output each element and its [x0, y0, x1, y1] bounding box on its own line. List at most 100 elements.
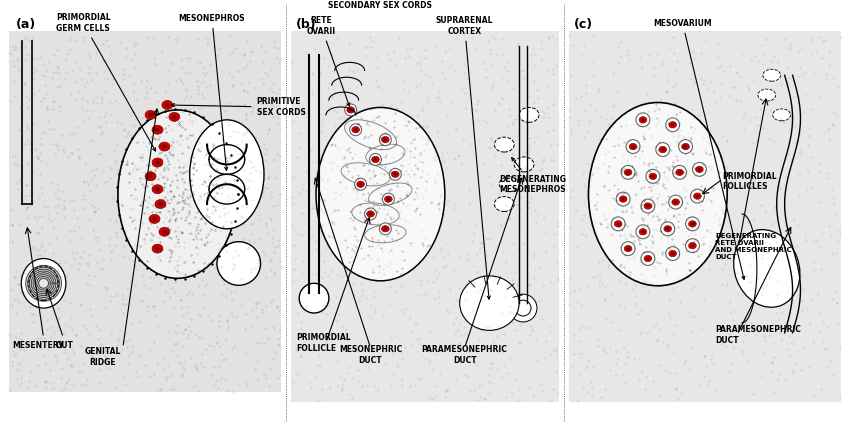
Text: PRIMORDIAL
GERM CELLS: PRIMORDIAL GERM CELLS: [56, 13, 156, 151]
Circle shape: [345, 104, 357, 116]
Ellipse shape: [156, 128, 160, 132]
Ellipse shape: [495, 197, 514, 211]
Ellipse shape: [149, 175, 153, 178]
Ellipse shape: [162, 230, 167, 233]
Circle shape: [669, 195, 683, 209]
Circle shape: [389, 168, 401, 180]
Circle shape: [299, 283, 329, 313]
Ellipse shape: [615, 221, 622, 227]
Ellipse shape: [519, 108, 539, 122]
Ellipse shape: [651, 175, 654, 178]
Polygon shape: [569, 31, 842, 402]
Circle shape: [660, 222, 675, 236]
Ellipse shape: [152, 158, 163, 167]
Ellipse shape: [629, 143, 637, 150]
Circle shape: [656, 143, 670, 157]
Ellipse shape: [149, 113, 153, 116]
Ellipse shape: [644, 203, 652, 209]
Circle shape: [646, 169, 660, 183]
Text: GENITAL
RIDGE: GENITAL RIDGE: [85, 347, 122, 367]
Circle shape: [217, 242, 261, 285]
Ellipse shape: [691, 223, 694, 225]
Ellipse shape: [626, 171, 630, 173]
Text: RETE
OVARII: RETE OVARII: [306, 16, 350, 106]
Polygon shape: [292, 31, 558, 402]
Ellipse shape: [366, 211, 374, 217]
Ellipse shape: [155, 200, 166, 208]
Ellipse shape: [624, 169, 632, 176]
Ellipse shape: [316, 108, 445, 281]
Ellipse shape: [382, 226, 389, 232]
Circle shape: [349, 124, 361, 136]
Ellipse shape: [669, 251, 677, 257]
Text: MESONEPHRIC
DUCT: MESONEPHRIC DUCT: [339, 345, 402, 365]
Circle shape: [641, 252, 654, 265]
Ellipse shape: [382, 137, 389, 143]
Ellipse shape: [156, 161, 160, 164]
Text: PRIMORDIAL
FOLLICLE: PRIMORDIAL FOLLICLE: [296, 333, 351, 353]
Ellipse shape: [688, 243, 696, 249]
Circle shape: [686, 217, 700, 231]
Polygon shape: [8, 31, 281, 392]
Ellipse shape: [676, 169, 683, 176]
Text: PARAMESONEPHRIC
DUCT: PARAMESONEPHRIC DUCT: [422, 345, 507, 365]
Circle shape: [515, 300, 531, 316]
Ellipse shape: [642, 230, 644, 233]
Ellipse shape: [172, 115, 177, 119]
Ellipse shape: [672, 124, 674, 126]
Ellipse shape: [682, 143, 689, 150]
Text: (a): (a): [16, 18, 36, 31]
Ellipse shape: [145, 111, 156, 119]
Ellipse shape: [357, 181, 365, 187]
Text: DEGENERATING
RETE OVARII
AND MESONEPHRIC
DUCT: DEGENERATING RETE OVARII AND MESONEPHRIC…: [716, 233, 792, 260]
Circle shape: [611, 217, 625, 231]
Text: MESENTERY: MESENTERY: [12, 341, 64, 350]
Ellipse shape: [499, 177, 519, 192]
Ellipse shape: [349, 109, 352, 111]
Text: PRIMORDIAL
FOLLICLES: PRIMORDIAL FOLLICLES: [722, 172, 777, 191]
Circle shape: [672, 165, 687, 179]
Ellipse shape: [773, 109, 790, 121]
Ellipse shape: [696, 195, 699, 197]
Ellipse shape: [159, 142, 170, 151]
Ellipse shape: [661, 149, 665, 151]
Circle shape: [641, 199, 654, 213]
Ellipse shape: [152, 217, 156, 221]
Ellipse shape: [762, 69, 780, 81]
Ellipse shape: [624, 246, 632, 252]
Circle shape: [370, 154, 382, 165]
Text: MESONEPHROS: MESONEPHROS: [178, 14, 246, 170]
Circle shape: [379, 223, 391, 235]
Ellipse shape: [118, 110, 237, 279]
Ellipse shape: [626, 247, 630, 250]
Circle shape: [626, 140, 640, 154]
Circle shape: [666, 246, 680, 260]
Ellipse shape: [672, 199, 679, 205]
Ellipse shape: [29, 266, 59, 300]
Ellipse shape: [646, 205, 649, 207]
Ellipse shape: [672, 252, 674, 255]
Circle shape: [616, 192, 630, 206]
Ellipse shape: [678, 171, 681, 173]
Ellipse shape: [632, 145, 635, 148]
Text: SUPRARENAL
CORTEX: SUPRARENAL CORTEX: [436, 16, 493, 299]
Ellipse shape: [387, 198, 390, 200]
Ellipse shape: [758, 89, 776, 101]
Ellipse shape: [695, 166, 703, 173]
Ellipse shape: [620, 196, 627, 202]
Circle shape: [636, 113, 650, 127]
Ellipse shape: [694, 193, 701, 199]
Text: DEGENERATING
MESONEPHROS: DEGENERATING MESONEPHROS: [499, 158, 566, 194]
Ellipse shape: [384, 227, 387, 230]
Circle shape: [666, 118, 680, 132]
Ellipse shape: [159, 227, 170, 236]
Ellipse shape: [659, 146, 666, 153]
Text: (b): (b): [296, 18, 317, 31]
Ellipse shape: [688, 221, 696, 227]
Circle shape: [379, 134, 391, 146]
Ellipse shape: [156, 187, 160, 191]
Ellipse shape: [384, 196, 392, 202]
Ellipse shape: [669, 122, 677, 128]
Ellipse shape: [165, 103, 170, 107]
Ellipse shape: [352, 127, 360, 133]
